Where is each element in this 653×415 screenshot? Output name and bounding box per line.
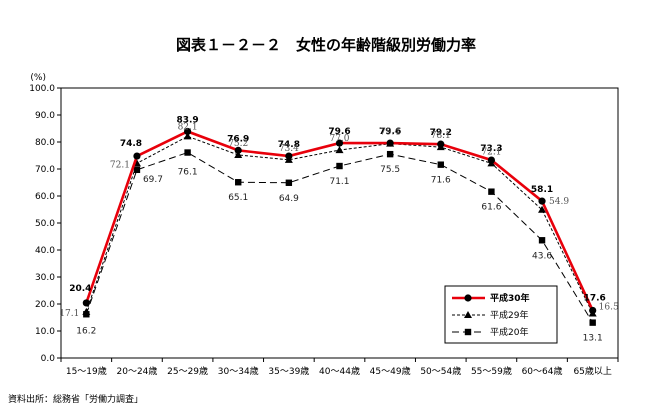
series-layer	[82, 127, 597, 326]
data-point	[386, 139, 394, 147]
legend-marker	[464, 328, 472, 336]
data-label: 16.2	[76, 326, 96, 336]
y-tick-label: 0.0	[41, 354, 56, 364]
data-label: 17.1	[59, 309, 79, 319]
series-3	[83, 149, 596, 326]
x-axis-ticks: 15～19歳 20～24歳 25～29歳 30～34歳 35～39歳 40～44歳 45～4…	[60, 358, 619, 377]
y-tick-label: 10.0	[35, 327, 55, 337]
data-point	[538, 237, 546, 244]
data-label: 17.6	[584, 293, 606, 303]
series-1	[82, 127, 597, 315]
x-tick-label: 15～19歳	[66, 365, 107, 377]
data-label: 77.0	[329, 134, 349, 144]
data-point	[234, 146, 242, 154]
data-label: 75.2	[228, 139, 248, 149]
data-label: 16.5	[599, 302, 619, 312]
data-label: 72.1	[481, 147, 501, 157]
x-tick-label: 30～34歳	[218, 365, 259, 377]
data-point	[235, 179, 242, 186]
data-label: 79.6	[379, 127, 401, 137]
data-point	[336, 162, 343, 170]
data-point	[133, 166, 141, 174]
data-point	[183, 127, 192, 136]
data-point	[437, 161, 444, 168]
data-label: 58.1	[531, 185, 553, 195]
x-tick-label: 50～54歳	[420, 365, 461, 377]
x-tick-label: 60～64歳	[522, 365, 563, 377]
data-point	[589, 319, 596, 326]
y-axis-unit: (%)	[30, 73, 46, 83]
data-point	[538, 205, 547, 213]
data-point	[538, 197, 546, 205]
legend-label: 平成20年	[490, 326, 528, 338]
data-point	[183, 132, 192, 140]
data-point	[82, 299, 90, 307]
x-tick-label: 65歳以上	[573, 365, 611, 377]
data-point	[234, 150, 243, 158]
data-point	[82, 307, 91, 315]
y-tick-label: 60.0	[35, 192, 55, 202]
data-label: 76.1	[178, 168, 198, 178]
data-label: 79.4	[380, 128, 400, 138]
data-point	[285, 179, 293, 186]
data-label: 65.1	[228, 193, 248, 203]
data-label: 43.6	[532, 251, 552, 261]
data-label: 73.3	[480, 144, 502, 154]
x-tick-label: 35～39歳	[268, 365, 309, 377]
data-label: 72.1	[110, 160, 130, 170]
data-label: 71.6	[431, 176, 451, 186]
legend-label: 平成29年	[490, 309, 528, 321]
data-label: 61.6	[481, 203, 501, 213]
data-point	[488, 188, 495, 195]
x-tick-label: 45～49歳	[370, 365, 411, 377]
legend-marker	[464, 294, 472, 302]
series-line	[85, 130, 594, 312]
data-label: 74.8	[278, 140, 300, 150]
legend-label: 平成30年	[490, 292, 530, 304]
data-label: 83.9	[176, 115, 198, 125]
data-labels: 20.4 74.8 83.9 76.9 74.8 79.6 79.6 79.2 73.3 58.1…	[59, 115, 619, 343]
data-label: 64.9	[279, 194, 299, 204]
y-tick-label: 100.0	[29, 84, 55, 94]
data-label: 13.1	[583, 334, 603, 344]
data-label: 73.4	[279, 144, 299, 154]
y-tick-label: 50.0	[35, 219, 55, 229]
data-label: 69.7	[143, 175, 163, 185]
data-label: 20.4	[69, 284, 91, 294]
y-tick-label: 80.0	[35, 138, 55, 148]
data-label: 78.1	[431, 131, 451, 141]
y-tick-label: 40.0	[35, 246, 55, 256]
data-label: 82.1	[178, 122, 198, 132]
data-label: 76.9	[227, 134, 249, 144]
data-point	[335, 139, 344, 147]
data-label: 71.1	[329, 177, 349, 187]
y-tick-label: 90.0	[35, 111, 55, 121]
x-tick-label: 55～59歳	[471, 365, 512, 377]
data-point	[437, 140, 445, 148]
data-label: 79.6	[328, 127, 350, 137]
legend-marker	[464, 311, 472, 318]
source-note: 資料出所：総務省「労働力調査」	[8, 393, 143, 405]
data-point	[335, 146, 344, 154]
chart-title: 図表１－２－２ 女性の年齢階級別労働力率	[176, 36, 476, 54]
data-label: 74.8	[120, 139, 142, 149]
y-tick-label: 30.0	[35, 273, 55, 283]
data-point	[133, 152, 141, 160]
data-point	[184, 149, 191, 156]
data-label: 54.9	[549, 197, 569, 207]
data-label: 75.5	[380, 165, 400, 175]
y-axis-ticks: 0.0 10.0 20.0 30.0 40.0 50.0 60.0 70.0 80.0 90.0 1…	[29, 84, 61, 364]
x-tick-label: 20～24歳	[117, 365, 158, 377]
x-tick-label: 25～29歳	[167, 365, 208, 377]
data-point	[386, 150, 394, 158]
y-tick-label: 20.0	[35, 300, 55, 310]
x-tick-label: 40～44歳	[319, 365, 360, 377]
data-point	[487, 156, 496, 164]
data-point	[285, 152, 293, 160]
y-tick-label: 70.0	[35, 165, 55, 175]
data-label: 79.2	[430, 128, 452, 138]
data-point	[589, 306, 597, 315]
